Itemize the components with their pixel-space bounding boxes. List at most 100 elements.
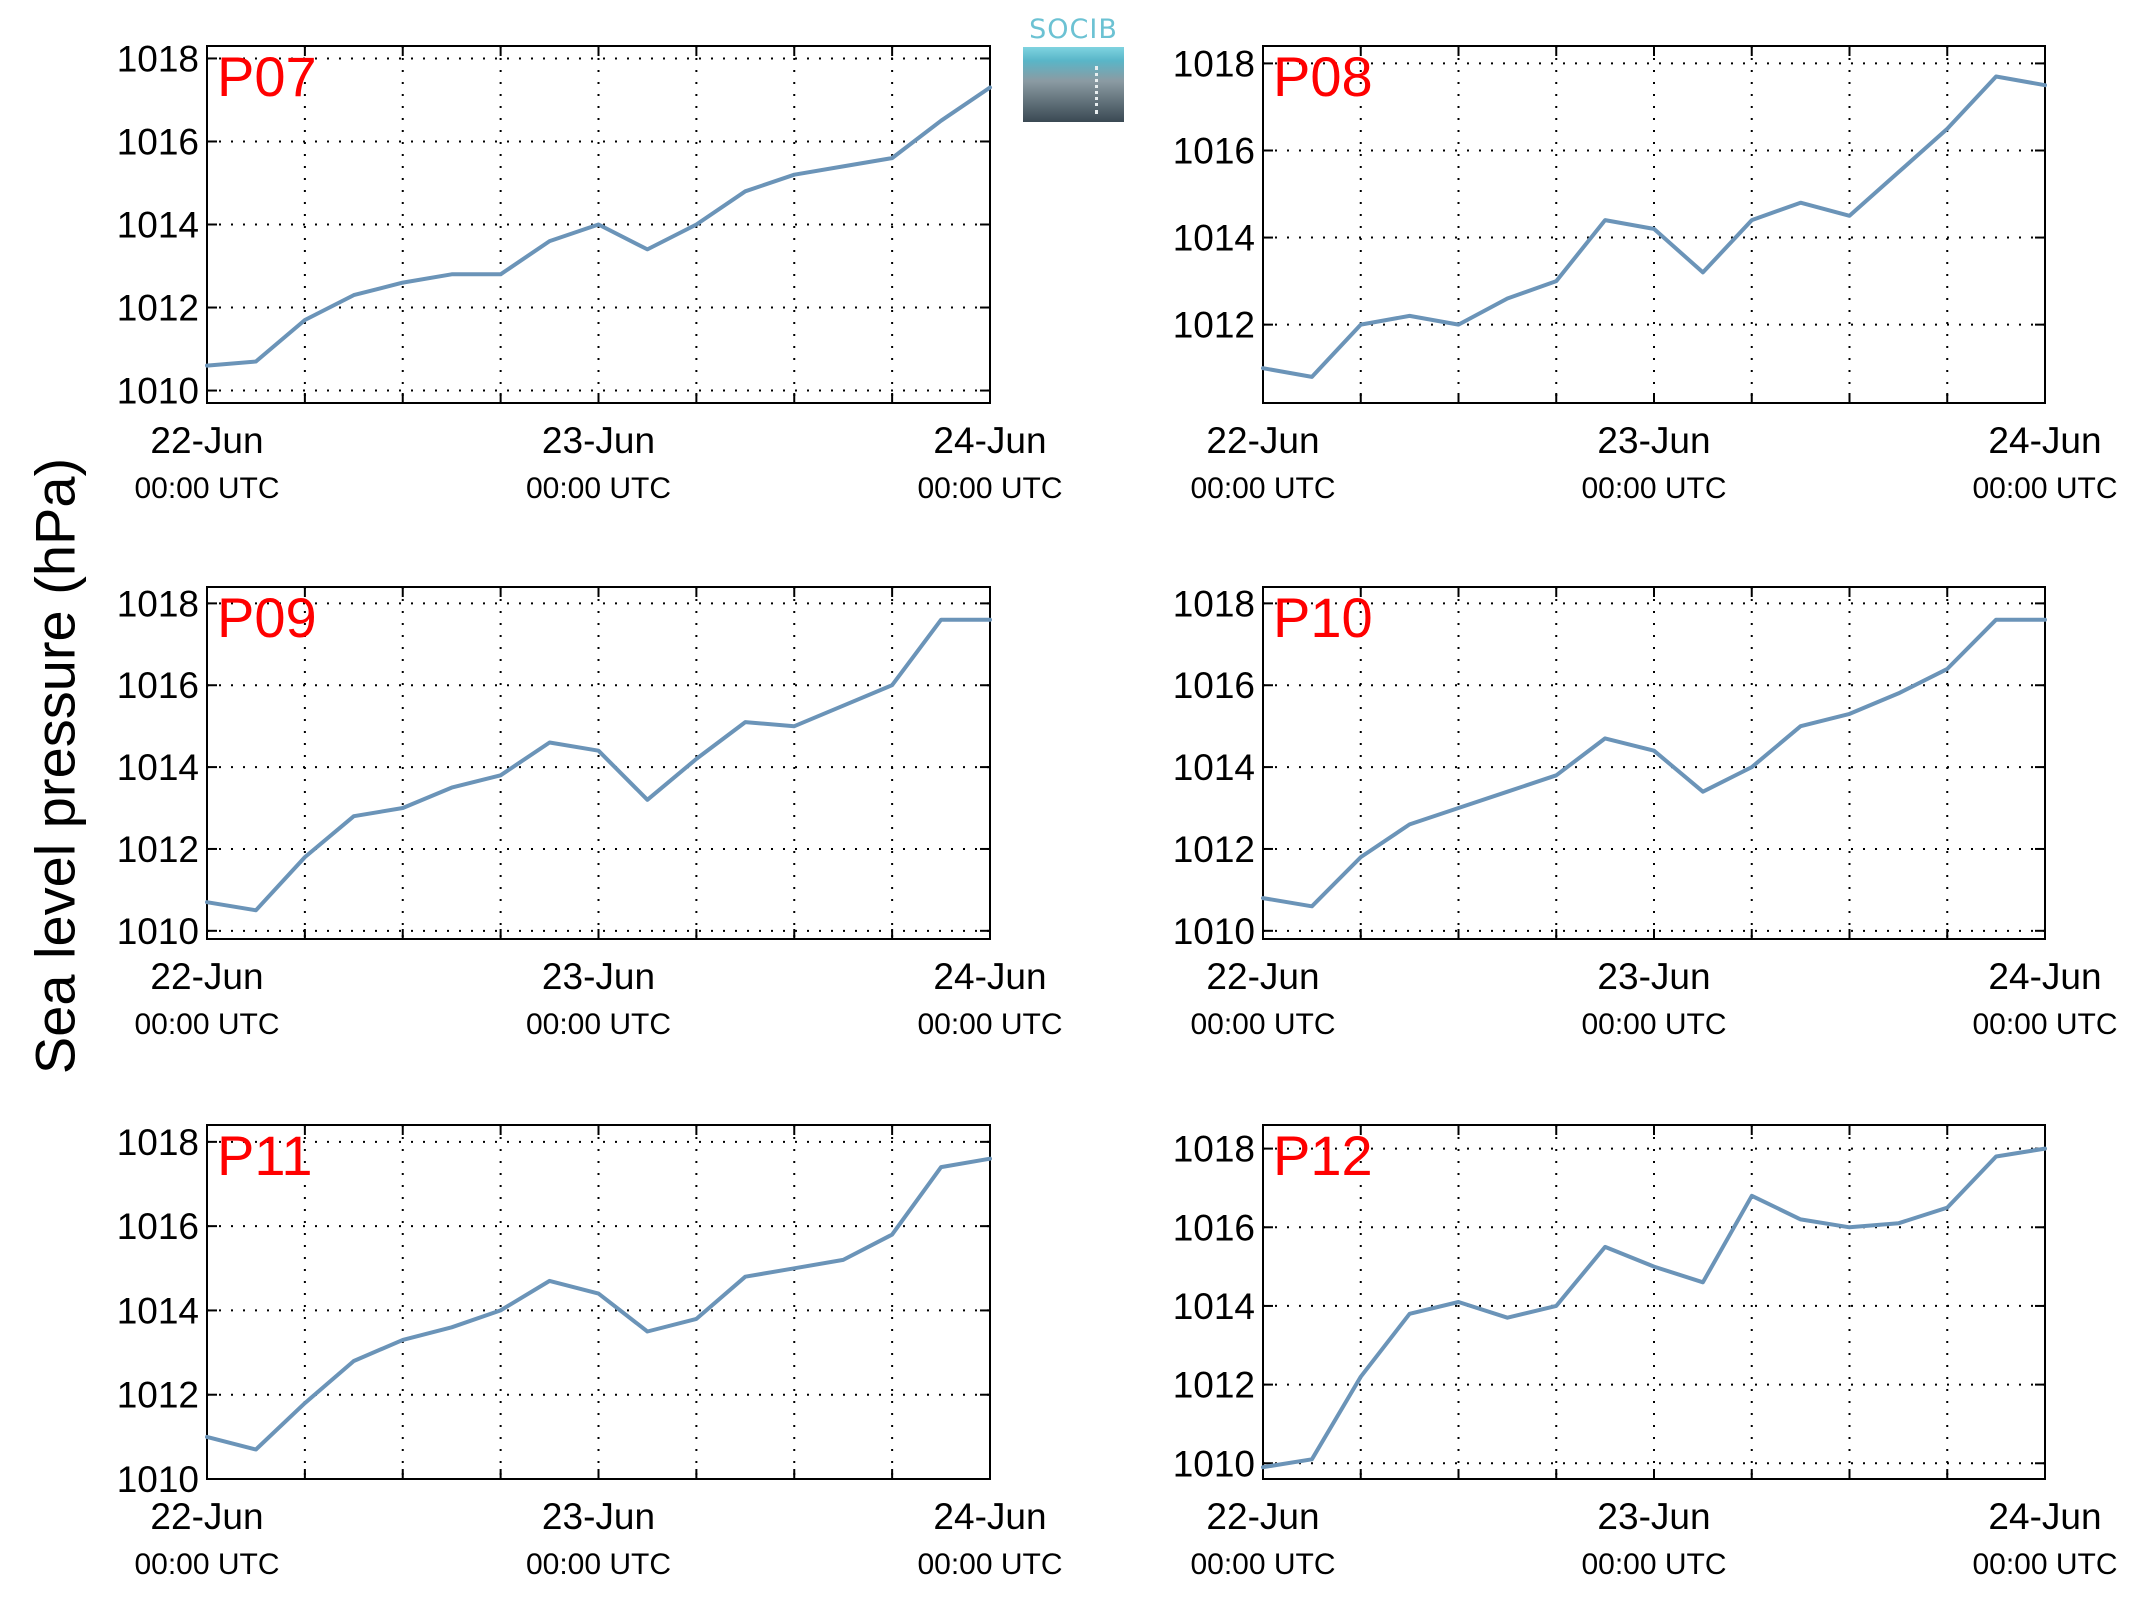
x-tick-sublabel: 00:00 UTC xyxy=(1972,1548,2117,1581)
x-tick-sublabel: 00:00 UTC xyxy=(1581,472,1726,505)
data-point xyxy=(792,1266,796,1270)
plot-frame xyxy=(1262,45,2046,404)
x-tick-label: 22-Jun xyxy=(1206,420,1319,461)
x-tick-label: 23-Jun xyxy=(1597,1496,1710,1537)
station-label: P09 xyxy=(217,586,317,649)
x-tick-label: 23-Jun xyxy=(542,956,655,997)
data-point xyxy=(205,900,209,904)
data-point xyxy=(988,86,992,90)
x-tick-label: 22-Jun xyxy=(1206,1496,1319,1537)
data-point xyxy=(1848,214,1851,218)
y-tick-label: 1014 xyxy=(1173,1286,1255,1327)
x-tick-label: 22-Jun xyxy=(150,956,263,997)
data-point xyxy=(499,773,503,777)
data-point xyxy=(1408,822,1412,826)
data-point xyxy=(1457,323,1460,327)
data-point xyxy=(1310,1457,1314,1461)
data-point xyxy=(645,1330,649,1333)
y-tick-label: 1016 xyxy=(117,665,199,706)
data-point xyxy=(2043,83,2047,87)
x-tick-label: 23-Jun xyxy=(1597,956,1710,997)
series-line xyxy=(205,1156,992,1452)
y-tick-label: 1010 xyxy=(117,371,199,412)
data-point xyxy=(939,1165,943,1169)
y-tick-label: 1010 xyxy=(117,911,199,952)
chart-panel-p07: 22-Jun 00:00 UTC 23-Jun 00:00 UTC 24-Jun 00:0… xyxy=(117,38,1063,505)
station-label: P08 xyxy=(1273,45,1373,108)
y-tick-label: 1012 xyxy=(1173,1365,1255,1406)
data-point xyxy=(841,164,845,168)
data-point xyxy=(1310,904,1314,908)
chart-panel-p09: 22-Jun 00:00 UTC 23-Jun 00:00 UTC 24-Jun 00:0… xyxy=(117,583,1063,1041)
data-point xyxy=(597,749,600,753)
data-point xyxy=(1799,1217,1803,1221)
data-point xyxy=(205,1435,209,1439)
data-point xyxy=(352,293,356,297)
y-tick-label: 1016 xyxy=(117,121,199,162)
data-point xyxy=(1457,1300,1460,1304)
data-point xyxy=(1505,790,1509,794)
data-point xyxy=(548,239,552,243)
data-point xyxy=(1848,1225,1851,1229)
data-point xyxy=(1603,1245,1607,1249)
data-point xyxy=(743,189,747,193)
y-tick-label: 1018 xyxy=(1173,583,1255,624)
data-point xyxy=(743,1275,747,1279)
x-tick-sublabel: 00:00 UTC xyxy=(1190,472,1335,505)
data-point xyxy=(988,1157,992,1161)
data-point xyxy=(1652,227,1656,231)
data-point xyxy=(450,272,454,276)
y-tick-label: 1018 xyxy=(117,583,199,624)
data-point xyxy=(548,741,552,745)
y-tick-label: 1018 xyxy=(1173,43,1255,84)
data-point xyxy=(450,786,454,790)
data-point xyxy=(205,364,209,368)
data-point xyxy=(1505,1316,1509,1320)
data-point xyxy=(939,618,943,622)
chart-panel-p08: 22-Jun 00:00 UTC 23-Jun 00:00 UTC 24-Jun 00:0… xyxy=(1173,43,2118,505)
x-tick-sublabel: 00:00 UTC xyxy=(917,472,1062,505)
y-tick-label: 1010 xyxy=(1173,1443,1255,1484)
data-point xyxy=(1359,1375,1363,1379)
data-point xyxy=(645,798,649,802)
y-tick-label: 1018 xyxy=(117,1122,199,1163)
data-point xyxy=(1945,1206,1949,1210)
y-tick-label: 1018 xyxy=(1173,1129,1255,1170)
data-point xyxy=(401,1338,405,1342)
data-point xyxy=(1554,773,1558,777)
data-point xyxy=(890,1233,894,1237)
x-tick-sublabel: 00:00 UTC xyxy=(1581,1548,1726,1581)
data-point xyxy=(450,1325,454,1329)
data-point xyxy=(1750,218,1754,222)
x-tick-sublabel: 00:00 UTC xyxy=(526,472,671,505)
y-tick-label: 1018 xyxy=(117,38,199,79)
x-tick-label: 22-Jun xyxy=(1206,956,1319,997)
data-point xyxy=(401,806,405,810)
data-point xyxy=(1457,806,1460,810)
x-tick-sublabel: 00:00 UTC xyxy=(526,1548,671,1581)
y-tick-label: 1012 xyxy=(117,829,199,870)
data-point xyxy=(303,855,307,859)
data-point xyxy=(1701,790,1705,794)
x-tick-label: 24-Jun xyxy=(1988,1496,2101,1537)
data-point xyxy=(499,272,503,276)
y-tick-label: 1012 xyxy=(117,1375,199,1416)
data-point xyxy=(401,281,405,285)
data-point xyxy=(890,683,894,687)
x-tick-sublabel: 00:00 UTC xyxy=(1581,1008,1726,1041)
x-tick-sublabel: 00:00 UTC xyxy=(526,1008,671,1041)
data-point xyxy=(988,618,992,622)
series-line xyxy=(205,617,992,913)
station-label: P07 xyxy=(217,45,317,108)
data-point xyxy=(1799,201,1803,205)
data-point xyxy=(841,1258,845,1262)
x-tick-label: 24-Jun xyxy=(933,420,1046,461)
data-point xyxy=(1896,1221,1900,1225)
data-point xyxy=(1799,724,1803,728)
x-tick-sublabel: 00:00 UTC xyxy=(917,1548,1062,1581)
y-tick-label: 1014 xyxy=(117,205,199,246)
plot-frame xyxy=(206,586,991,940)
data-point xyxy=(1603,736,1607,740)
data-point xyxy=(1994,1154,1998,1158)
